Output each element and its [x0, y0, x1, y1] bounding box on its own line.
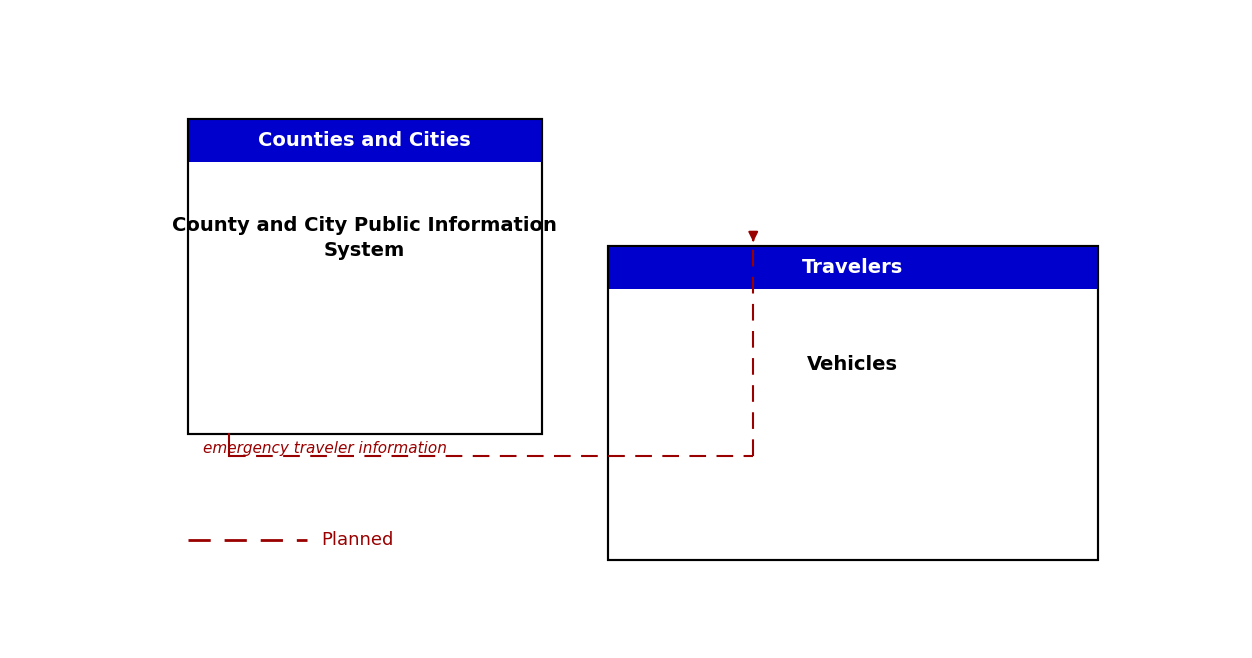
- Text: Planned: Planned: [322, 531, 394, 549]
- Bar: [607, 246, 1098, 289]
- Text: County and City Public Information
System: County and City Public Information Syste…: [173, 216, 557, 260]
- Text: Counties and Cities: Counties and Cities: [258, 131, 471, 150]
- Text: Travelers: Travelers: [803, 258, 903, 277]
- Text: emergency traveler information: emergency traveler information: [203, 442, 447, 456]
- Text: Vehicles: Vehicles: [808, 355, 898, 374]
- Bar: [607, 246, 1098, 561]
- Bar: [607, 246, 1098, 561]
- Bar: [188, 120, 542, 434]
- Bar: [188, 120, 542, 162]
- Bar: [188, 120, 542, 434]
